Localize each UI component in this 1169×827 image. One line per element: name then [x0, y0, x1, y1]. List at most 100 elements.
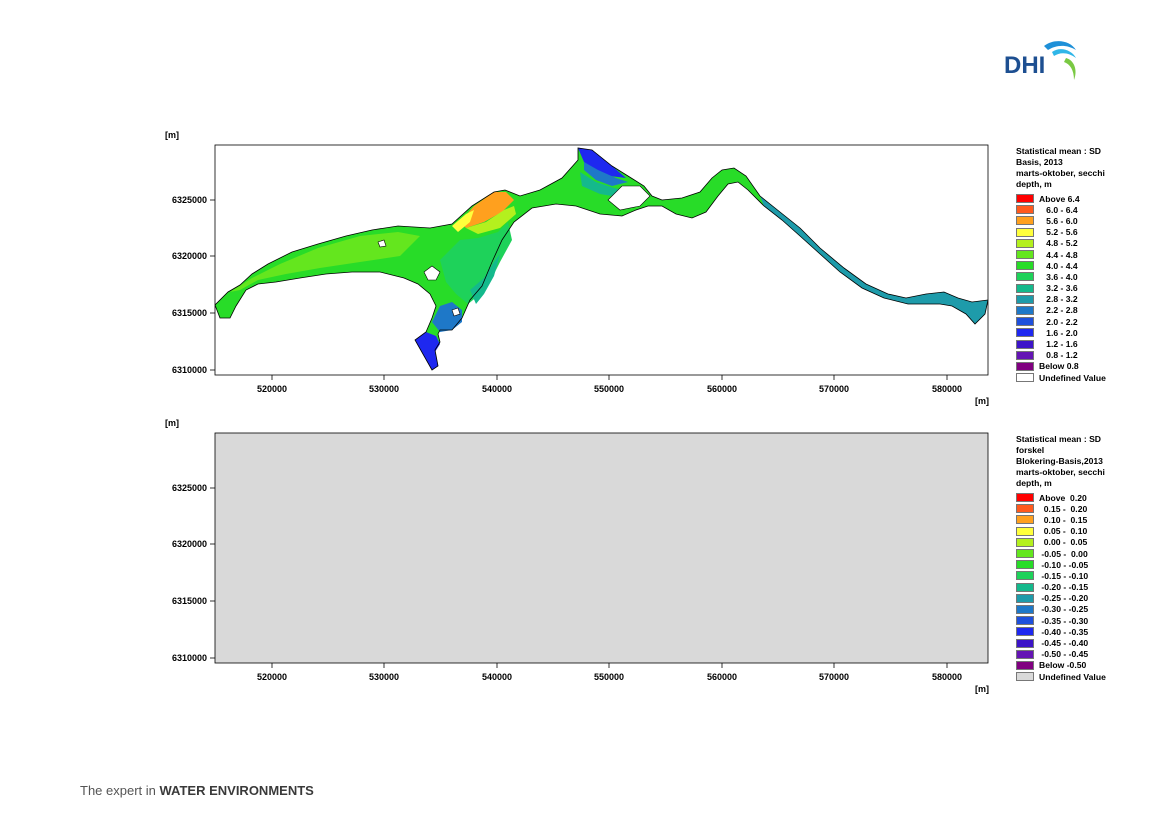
legend-swatch [1016, 373, 1034, 383]
footer-tagline: The expert in WATER ENVIRONMENTS [80, 783, 314, 798]
legend-swatch [1016, 227, 1034, 237]
legend-swatch [1016, 649, 1034, 659]
top-zone-ne-blue [584, 162, 628, 186]
top-x-tick: 540000 [482, 384, 512, 394]
top-y-unit: [m] [165, 130, 179, 140]
bottom-map-frame [214, 432, 989, 664]
bottom-y-unit: [m] [165, 418, 179, 428]
legend-label: 0.00 - 0.05 [1039, 537, 1088, 548]
legend-swatch [1016, 294, 1034, 304]
legend-label: 2.8 - 3.2 [1039, 294, 1078, 305]
bottom-x-tick: 570000 [819, 672, 849, 682]
legend-entry: 0.8 - 1.2 [1016, 350, 1106, 361]
legend-swatch [1016, 560, 1034, 570]
legend-label: 1.6 - 2.0 [1039, 327, 1078, 338]
legend-entry: 1.6 - 2.0 [1016, 327, 1106, 338]
bottom-x-unit: [m] [975, 684, 989, 694]
legend-swatch [1016, 549, 1034, 559]
bottom-x-tick: 550000 [594, 672, 624, 682]
top-ticks [210, 199, 948, 380]
legend-entry: -0.35 - -0.30 [1016, 615, 1106, 626]
legend-entry: Below 0.8 [1016, 361, 1106, 372]
bottom-legend-title-line: forskel [1016, 445, 1045, 455]
legend-swatch [1016, 616, 1034, 626]
legend-entry: -0.45 - -0.40 [1016, 637, 1106, 648]
top-x-tick: 520000 [257, 384, 287, 394]
bottom-x-tick: 580000 [932, 672, 962, 682]
top-legend-title-line: Statistical mean : SD [1016, 146, 1102, 156]
top-map: [m] 6325000 6320000 6315000 6310000 5200… [165, 130, 989, 406]
top-island-2 [423, 265, 441, 281]
legend-entry: 2.2 - 2.8 [1016, 305, 1106, 316]
legend-swatch [1016, 339, 1034, 349]
legend-entry: Above 0.20 [1016, 492, 1106, 503]
legend-label: -0.20 - -0.15 [1039, 582, 1089, 593]
legend-label: 4.0 - 4.4 [1039, 260, 1078, 271]
bottom-y-tick: 6310000 [172, 653, 207, 663]
legend-label: 4.4 - 4.8 [1039, 249, 1078, 260]
legend-label: 5.2 - 5.6 [1039, 227, 1078, 238]
legend-swatch [1016, 205, 1034, 215]
legend-swatch [1016, 272, 1034, 282]
legend-entry: 0.15 - 0.20 [1016, 503, 1106, 514]
bottom-legend-items: Above 0.20 0.15 - 0.20 0.10 - 0.15 0.05 … [1016, 492, 1106, 682]
top-island-4 [451, 307, 461, 317]
legend-swatch [1016, 317, 1034, 327]
legend-entry: -0.20 - -0.15 [1016, 582, 1106, 593]
legend-swatch [1016, 194, 1034, 204]
top-y-tick: 6320000 [172, 251, 207, 261]
legend-swatch [1016, 537, 1034, 547]
legend-entry: 6.0 - 6.4 [1016, 204, 1106, 215]
legend-entry: 5.2 - 5.6 [1016, 227, 1106, 238]
bottom-x-tick: 560000 [707, 672, 737, 682]
legend-label: -0.50 - -0.45 [1039, 649, 1089, 660]
footer-prefix: The expert in [80, 783, 160, 798]
legend-label: 4.8 - 5.2 [1039, 238, 1078, 249]
bottom-x-tick: 520000 [257, 672, 287, 682]
legend-entry: -0.10 - -0.05 [1016, 559, 1106, 570]
legend-label: -0.25 - -0.20 [1039, 593, 1089, 604]
legend-entry: Below -0.50 [1016, 660, 1106, 671]
legend-swatch [1016, 582, 1034, 592]
top-legend-title-line: depth, m [1016, 179, 1052, 189]
top-island-1 [607, 185, 651, 211]
legend-swatch [1016, 504, 1034, 514]
bottom-map: [m] 6325000 6320000 6315000 6310000 5200… [165, 418, 989, 694]
legend-swatch [1016, 526, 1034, 536]
legend-label: 0.15 - 0.20 [1039, 503, 1088, 514]
legend-label: 6.0 - 6.4 [1039, 204, 1078, 215]
legend-entry: 2.8 - 3.2 [1016, 294, 1106, 305]
legend-label: 0.8 - 1.2 [1039, 350, 1078, 361]
legend-label: -0.05 - 0.00 [1039, 548, 1088, 559]
legend-entry: -0.30 - -0.25 [1016, 604, 1106, 615]
legend-entry: 0.05 - 0.10 [1016, 526, 1106, 537]
legend-label: -0.30 - -0.25 [1039, 604, 1089, 615]
legend-label: Undefined Value [1039, 372, 1106, 383]
legend-label: -0.15 - -0.10 [1039, 570, 1089, 581]
bottom-legend-title-line: Statistical mean : SD [1016, 434, 1102, 444]
top-x-tick: 530000 [369, 384, 399, 394]
legend-swatch [1016, 238, 1034, 248]
logo-text: DHI [1004, 52, 1046, 79]
legend-swatch [1016, 515, 1034, 525]
top-zone-high [460, 192, 514, 228]
legend-label: 0.05 - 0.10 [1039, 526, 1088, 537]
top-legend-title-line: Basis, 2013 [1016, 157, 1063, 167]
legend-label: 3.6 - 4.0 [1039, 271, 1078, 282]
top-zone-west [230, 232, 420, 292]
top-legend-items: Above 6.4 6.0 - 6.4 5.6 - 6.0 5.2 - 5.6 … [1016, 193, 1106, 383]
bottom-y-tick: 6315000 [172, 596, 207, 606]
top-legend-title-line: marts-oktober, secchi [1016, 168, 1105, 178]
legend-label: Above 6.4 [1039, 193, 1080, 204]
legend-entry: 4.0 - 4.4 [1016, 260, 1106, 271]
legend-label: 0.10 - 0.15 [1039, 514, 1088, 525]
legend-label: Below 0.8 [1039, 361, 1079, 372]
bottom-ticks [210, 487, 948, 668]
bottom-y-tick: 6320000 [172, 539, 207, 549]
top-y-tick: 6325000 [172, 195, 207, 205]
wave-icon [1044, 41, 1076, 80]
legend-swatch [1016, 261, 1034, 271]
legend-swatch [1016, 216, 1034, 226]
legend-entry: 3.6 - 4.0 [1016, 271, 1106, 282]
